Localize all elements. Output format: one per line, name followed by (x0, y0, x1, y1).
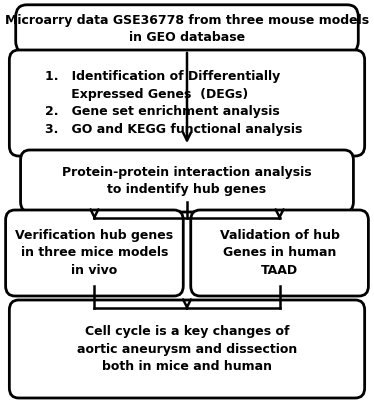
Text: Verification hub genes
in three mice models
in vivo: Verification hub genes in three mice mod… (15, 229, 174, 277)
FancyBboxPatch shape (9, 50, 365, 156)
FancyBboxPatch shape (6, 210, 183, 296)
Text: Validation of hub
Genes in human
TAAD: Validation of hub Genes in human TAAD (220, 229, 340, 277)
Text: Microarry data GSE36778 from three mouse models
in GEO database: Microarry data GSE36778 from three mouse… (5, 14, 369, 44)
FancyBboxPatch shape (16, 5, 358, 53)
FancyBboxPatch shape (21, 150, 353, 212)
Text: Cell cycle is a key changes of
aortic aneurysm and dissection
both in mice and h: Cell cycle is a key changes of aortic an… (77, 325, 297, 373)
FancyBboxPatch shape (9, 300, 365, 398)
Text: Protein-protein interaction analysis
to indentify hub genes: Protein-protein interaction analysis to … (62, 166, 312, 196)
Text: 1.   Identification of Differentially
      Expressed Genes  (DEGs)
2.   Gene se: 1. Identification of Differentially Expr… (45, 70, 302, 136)
FancyBboxPatch shape (191, 210, 368, 296)
